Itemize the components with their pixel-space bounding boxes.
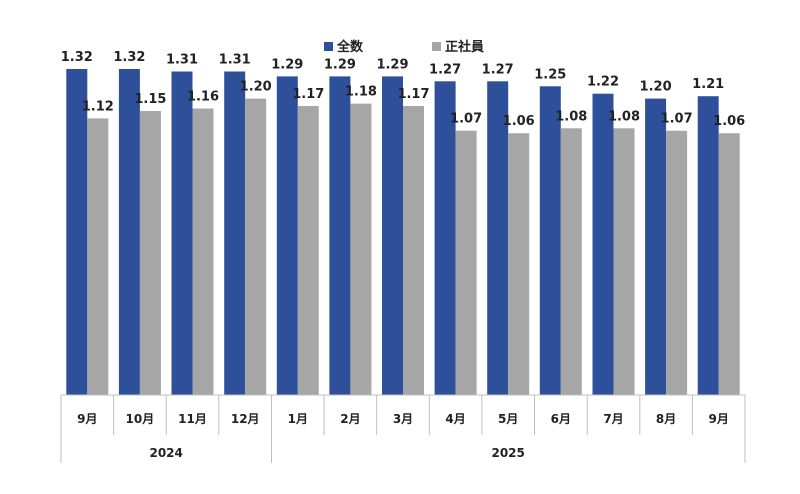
- bar-regular-1: [139, 111, 161, 395]
- value-label-regular-3: 1.20: [240, 80, 272, 95]
- bar-total-8: [487, 81, 509, 396]
- value-label-regular-6: 1.17: [397, 87, 429, 102]
- bar-regular-7: [455, 130, 477, 395]
- bar-regular-10: [613, 128, 635, 396]
- x-tick-label-8: 5月: [498, 412, 518, 426]
- x-tick-label-11: 8月: [656, 412, 676, 426]
- value-label-total-12: 1.21: [692, 77, 724, 92]
- value-label-regular-11: 1.07: [661, 112, 693, 127]
- bars-layer: [66, 69, 740, 396]
- bar-total-3: [224, 71, 246, 395]
- x-tick-label-6: 3月: [393, 412, 413, 426]
- x-axis: 9月 10月 11月 12月 1月 2月 3月 4月 5月 6月 7月 8月 9月 2024 2025: [60, 394, 746, 463]
- year-label-2025: 2025: [491, 446, 524, 460]
- bar-regular-5: [350, 103, 372, 395]
- bar-total-12: [697, 96, 719, 395]
- value-label-total-1: 1.32: [113, 50, 145, 65]
- bar-total-11: [645, 98, 667, 395]
- legend-label-regular: 正社員: [445, 39, 484, 55]
- bar-regular-8: [508, 133, 530, 395]
- value-label-total-3: 1.31: [219, 53, 251, 68]
- value-label-regular-0: 1.12: [82, 99, 114, 114]
- value-label-regular-4: 1.17: [292, 87, 324, 102]
- legend-label-total: 全数: [336, 39, 364, 55]
- value-label-regular-8: 1.06: [503, 114, 535, 129]
- value-label-regular-9: 1.08: [555, 109, 587, 124]
- value-label-total-4: 1.29: [271, 57, 303, 72]
- x-tick-label-10: 7月: [603, 412, 623, 426]
- x-tick-label-0: 9月: [77, 412, 97, 426]
- value-label-regular-12: 1.06: [713, 114, 745, 129]
- value-labels-layer: 1.321.121.321.151.311.161.311.201.291.17…: [61, 50, 745, 129]
- value-label-regular-5: 1.18: [345, 85, 377, 100]
- bar-total-10: [592, 93, 614, 395]
- value-label-total-8: 1.27: [482, 62, 514, 77]
- bar-total-0: [66, 69, 88, 395]
- x-tick-label-9: 6月: [551, 412, 571, 426]
- x-tick-label-12: 9月: [709, 412, 729, 426]
- bar-total-7: [434, 81, 456, 396]
- x-tick-label-3: 12月: [231, 412, 260, 426]
- value-label-total-7: 1.27: [429, 62, 461, 77]
- x-tick-label-1: 10月: [126, 412, 155, 426]
- value-label-regular-1: 1.15: [134, 92, 166, 107]
- value-label-regular-7: 1.07: [450, 112, 482, 127]
- bar-total-6: [382, 76, 403, 396]
- value-label-regular-10: 1.08: [608, 109, 640, 124]
- bar-regular-3: [245, 98, 267, 395]
- bar-total-5: [329, 76, 351, 396]
- value-label-total-10: 1.22: [587, 75, 619, 90]
- bar-total-1: [118, 69, 140, 395]
- value-label-total-5: 1.29: [324, 57, 356, 72]
- bar-regular-9: [560, 128, 582, 396]
- bar-regular-4: [297, 106, 319, 395]
- value-label-total-2: 1.31: [166, 53, 198, 68]
- x-tick-label-2: 11月: [178, 412, 207, 426]
- bar-total-4: [276, 76, 298, 396]
- value-label-total-0: 1.32: [61, 50, 93, 65]
- value-label-total-6: 1.29: [376, 57, 408, 72]
- value-label-total-11: 1.20: [640, 80, 672, 95]
- x-tick-label-4: 1月: [288, 412, 308, 426]
- value-label-regular-2: 1.16: [187, 90, 219, 105]
- legend: 全数 正社員: [324, 39, 484, 55]
- year-label-2024: 2024: [149, 446, 182, 460]
- legend-swatch-total: [324, 42, 333, 51]
- bar-regular-0: [87, 118, 109, 396]
- x-tick-label-5: 2月: [340, 412, 360, 426]
- bar-total-9: [539, 86, 561, 396]
- value-label-total-9: 1.25: [534, 67, 566, 82]
- bar-regular-6: [403, 106, 424, 395]
- bar-regular-12: [718, 133, 740, 395]
- x-tick-label-7: 4月: [445, 412, 465, 426]
- bar-total-2: [171, 71, 193, 395]
- bar-regular-2: [192, 108, 214, 395]
- legend-swatch-regular: [432, 42, 441, 51]
- bar-regular-11: [666, 130, 688, 395]
